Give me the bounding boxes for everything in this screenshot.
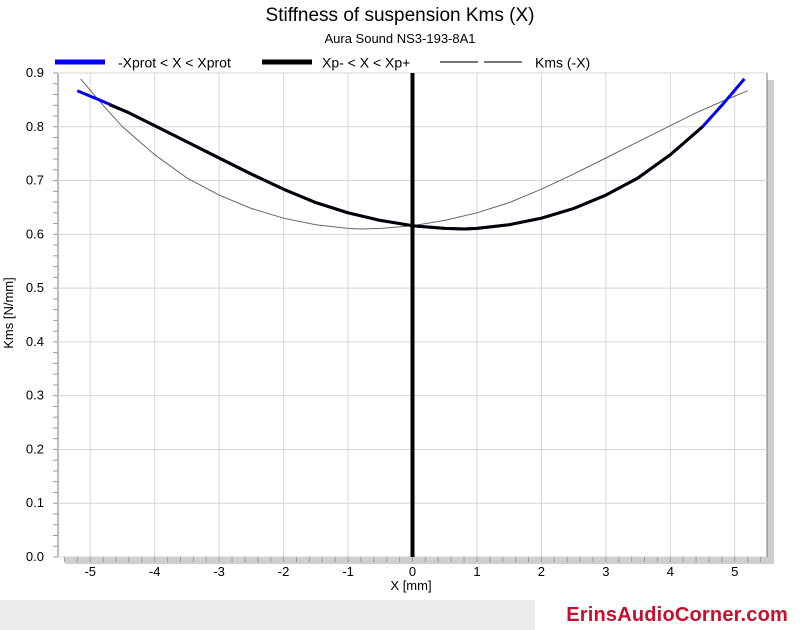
y-axis-label: Kms [N/mm] — [1, 277, 16, 349]
legend-label-kms-negx: Kms (-X) — [535, 55, 590, 71]
chart: Stiffness of suspension Kms (X) Aura Sou… — [1, 5, 774, 593]
x-tick-label: 4 — [667, 564, 674, 579]
minor-ticks — [53, 72, 762, 562]
legend: -Xprot < X < Xprot Xp- < X < Xp+ Kms (-X… — [55, 55, 590, 71]
x-tick-label: 2 — [538, 564, 545, 579]
x-tick-label: -3 — [213, 564, 225, 579]
x-tick-label: -1 — [342, 564, 354, 579]
x-tick-label: 5 — [731, 564, 738, 579]
y-tick-label: 0.2 — [26, 441, 44, 456]
y-tick-label: 0.4 — [26, 334, 44, 349]
series-kms-negx-line — [80, 78, 748, 230]
x-tick-label: 3 — [602, 564, 609, 579]
legend-label-xprot: -Xprot < X < Xprot — [118, 55, 231, 71]
y-tick-label: 0.6 — [26, 226, 44, 241]
watermark: ErinsAudioCorner.com — [535, 600, 800, 630]
y-tick-label: 0.0 — [26, 549, 44, 564]
x-tick-label: -5 — [84, 564, 96, 579]
y-tick-label: 0.1 — [26, 495, 44, 510]
chart-subtitle: Aura Sound NS3-193-8A1 — [324, 31, 475, 46]
x-tick-label: 1 — [473, 564, 480, 579]
watermark-bar: ErinsAudioCorner.com — [0, 600, 800, 630]
y-tick-label: 0.3 — [26, 388, 44, 403]
x-tick-label: 0 — [409, 564, 416, 579]
x-axis-label: X [mm] — [390, 578, 431, 593]
x-tick-label: -4 — [149, 564, 161, 579]
y-tick-label: 0.8 — [26, 119, 44, 134]
chart-title: Stiffness of suspension Kms (X) — [266, 5, 535, 26]
x-tick-labels: -5 -4 -3 -2 -1 0 1 2 3 4 5 — [84, 564, 738, 579]
x-tick-label: -2 — [278, 564, 290, 579]
legend-label-xp: Xp- < X < Xp+ — [322, 55, 410, 71]
y-tick-label: 0.5 — [26, 280, 44, 295]
y-tick-label: 0.7 — [26, 173, 44, 188]
y-tick-label: 0.9 — [26, 65, 44, 80]
y-tick-labels: 0.0 0.1 0.2 0.3 0.4 0.5 0.6 0.7 0.8 0.9 — [26, 65, 44, 564]
